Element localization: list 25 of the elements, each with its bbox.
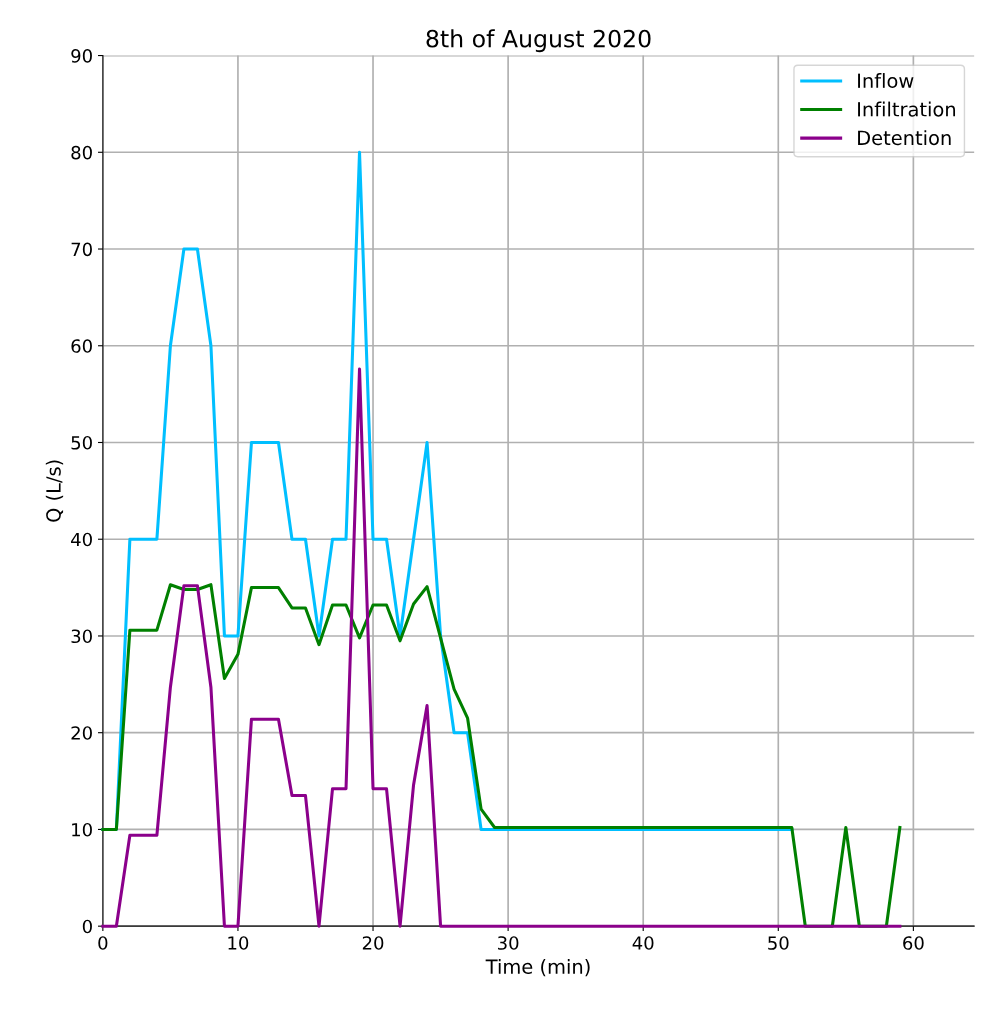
legend-label: Inflow [858, 73, 914, 89]
y-tick-label: 70 [71, 242, 92, 257]
y-tick-label: 10 [72, 822, 92, 837]
x-tick-label: 50 [768, 936, 789, 950]
y-tick-label: 80 [71, 145, 92, 160]
x-tick-label: 20 [362, 936, 384, 950]
y-tick-label: 60 [71, 339, 92, 353]
y-tick-label: 50 [71, 435, 92, 450]
line-series [101, 583, 902, 928]
x-tick-label: 60 [903, 936, 924, 950]
legend-label: Infiltration [858, 101, 956, 117]
y-tick-label: 20 [71, 726, 92, 740]
y-tick-label: 30 [71, 629, 92, 644]
legend-label: Detention [858, 130, 951, 146]
y-axis-title: Q (L/s) [45, 460, 64, 522]
y-tick-label: 0 [82, 919, 92, 934]
x-tick-label: 10 [228, 936, 249, 950]
chart-title: 8th of August 2020 [426, 29, 651, 53]
y-tick-label: 40 [71, 532, 92, 547]
x-tick-label: 0 [98, 936, 108, 950]
x-axis-title: Time (min) [485, 958, 590, 977]
x-tick-label: 30 [498, 936, 519, 950]
x-tick-label: 40 [632, 936, 654, 950]
y-tick-label: 90 [71, 49, 92, 63]
line-series [101, 367, 902, 928]
